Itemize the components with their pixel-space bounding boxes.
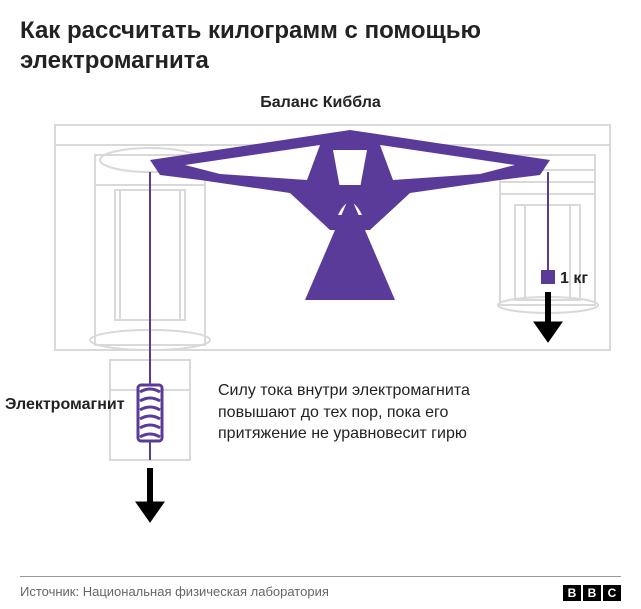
description-text: Силу тока внутри электромагнита повышают… [218, 380, 528, 445]
mass-label: 1 кг [560, 270, 588, 288]
bbc-logo-letter: B [583, 585, 601, 601]
bbc-logo-letter: B [563, 585, 581, 601]
kibble-balance-diagram: Баланс Киббла 1 кг Электромагнит Силу то… [0, 90, 641, 550]
source-text: Источник: Национальная физическая лабора… [20, 584, 329, 599]
page-title: Как рассчитать килограмм с помощью элект… [20, 16, 621, 76]
diagram-svg [0, 90, 641, 550]
left-force-arrow [136, 468, 164, 522]
electromagnet-label: Электромагнит [5, 396, 125, 414]
footer-divider [20, 576, 621, 577]
electromagnet-coil [138, 385, 162, 441]
bbc-logo-letter: C [603, 585, 621, 601]
bbc-logo: B B C [563, 585, 621, 601]
balance-label: Баланс Киббла [260, 94, 381, 112]
mass-block [541, 270, 555, 284]
